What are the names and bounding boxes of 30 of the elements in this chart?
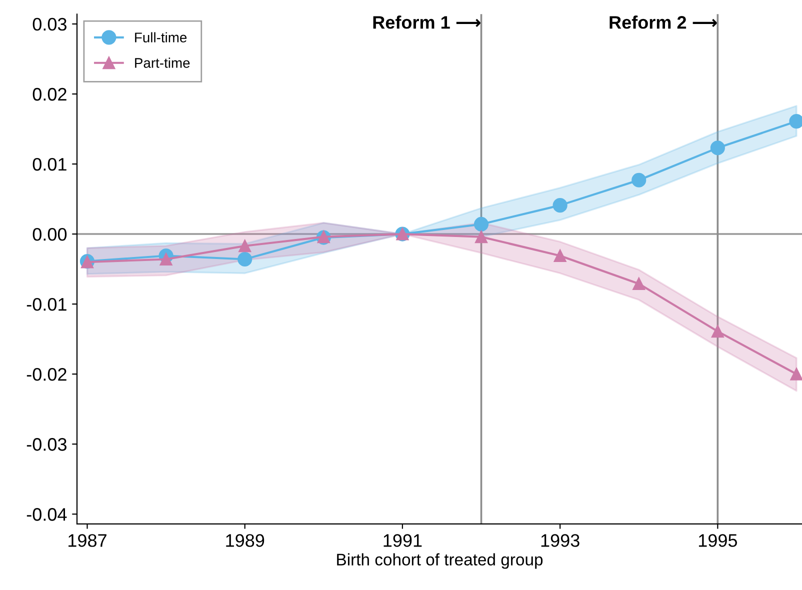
y-tick-label: -0.04 bbox=[26, 508, 67, 521]
x-tick-label: 1991 bbox=[384, 534, 422, 547]
point bbox=[552, 198, 568, 213]
point bbox=[160, 252, 172, 266]
y-tick-label: 0.02 bbox=[32, 88, 66, 101]
x-tick-label: 1995 bbox=[698, 534, 738, 547]
y-tick-label: -0.02 bbox=[26, 368, 66, 381]
point bbox=[632, 277, 646, 290]
point bbox=[790, 368, 802, 380]
legend-label: Part-time bbox=[135, 58, 190, 68]
point bbox=[554, 249, 566, 262]
point bbox=[632, 172, 646, 188]
point bbox=[711, 325, 724, 338]
point bbox=[238, 240, 252, 252]
y-tick-label: 0.01 bbox=[32, 158, 66, 171]
y-tick-label: -0.03 bbox=[26, 438, 66, 451]
point bbox=[238, 252, 252, 267]
y-tick-label: 0.00 bbox=[32, 228, 67, 241]
point bbox=[710, 140, 725, 156]
x-tick-label: 1989 bbox=[226, 534, 264, 547]
annotation: Reform 1 ⟶ bbox=[373, 16, 480, 29]
annotation: Reform 2 ⟶ bbox=[610, 16, 717, 29]
point bbox=[474, 216, 489, 232]
y-tick-label: 0.03 bbox=[32, 18, 66, 31]
point bbox=[475, 230, 488, 244]
x-tick-label: 1993 bbox=[541, 534, 580, 547]
legend-label: Full-time bbox=[135, 32, 187, 42]
y-tick-label: -0.01 bbox=[26, 298, 66, 311]
x-axis-title: Birth cohort of treated group bbox=[337, 553, 543, 569]
x-tick-label: 1987 bbox=[68, 534, 106, 547]
